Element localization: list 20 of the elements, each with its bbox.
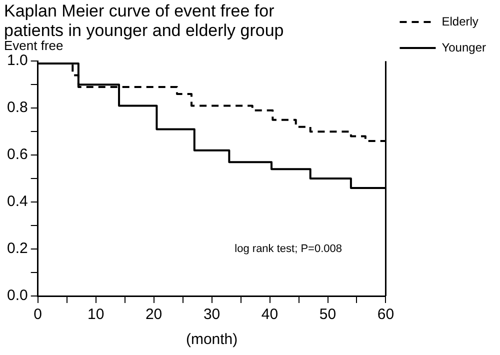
y-tick-label: 0.4 xyxy=(6,193,28,210)
legend-label: Elderly xyxy=(442,14,478,28)
text: patients in younger and elderly group xyxy=(4,21,284,40)
x-tick-label: 50 xyxy=(319,306,336,324)
x-tick-label: 0 xyxy=(34,306,42,324)
text: 0.0 xyxy=(6,287,28,304)
y-tick-label: 0.6 xyxy=(6,146,28,164)
legend-label: Younger xyxy=(442,40,486,54)
x-tick-label: 30 xyxy=(203,306,220,324)
y-tick-label: 0.8 xyxy=(6,99,28,116)
y-tick-label: 1.0 xyxy=(6,52,28,70)
text: Kaplan Meier curve of event free for xyxy=(4,1,274,20)
y-axis-title: Event free xyxy=(4,38,64,54)
x-tick-label: 40 xyxy=(261,306,278,324)
x-tick-label: 20 xyxy=(145,306,162,324)
y-tick-label: 0.2 xyxy=(6,240,28,258)
x-axis-title: (month) xyxy=(186,331,238,348)
annotation: log rank test; P=0.008 xyxy=(234,243,342,256)
x-tick-label: 10 xyxy=(87,306,104,324)
x-tick-label: 60 xyxy=(377,306,394,324)
